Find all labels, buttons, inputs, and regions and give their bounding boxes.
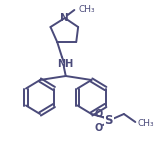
Text: NH: NH [57, 59, 73, 69]
Text: CH₃: CH₃ [137, 119, 154, 127]
Text: S: S [104, 114, 113, 127]
Text: O: O [94, 109, 102, 119]
Text: O: O [94, 123, 102, 133]
Text: CH₃: CH₃ [78, 4, 95, 14]
Text: N: N [60, 13, 69, 23]
